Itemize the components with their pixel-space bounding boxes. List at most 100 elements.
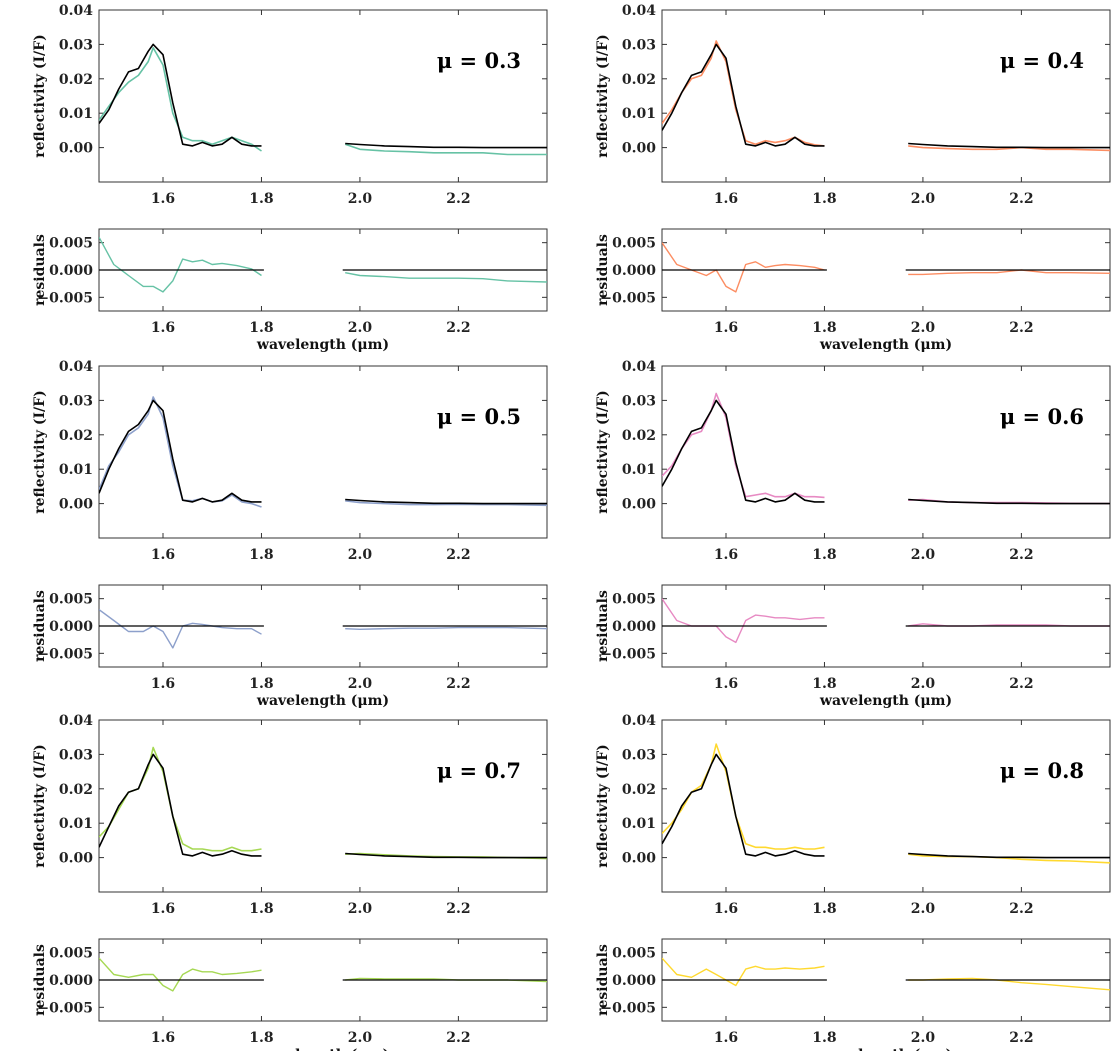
- top-y-tick-label: 0.00: [622, 497, 656, 513]
- top-axes-frame: [98, 9, 548, 183]
- top-y-tick-label: 0.02: [622, 428, 656, 444]
- reflectivity-axis-label: reflectivity (I/F): [32, 390, 48, 513]
- bottom-x-tick-label: 2.0: [911, 1030, 936, 1046]
- top-x-tick-label: 1.8: [249, 901, 273, 917]
- residuals-axis-label: residuals: [595, 590, 611, 662]
- residuals-axis-label: residuals: [32, 590, 48, 662]
- bottom-x-tick-label: 1.6: [714, 1030, 738, 1046]
- top-x-tick-label: 2.2: [1009, 547, 1033, 563]
- bottom-y-tick-label: 0.000: [49, 619, 93, 635]
- bottom-x-tick-label: 1.6: [151, 676, 175, 692]
- top-y-tick-label: 0.01: [622, 106, 656, 122]
- wavelength-axis-label: wavelength (μm): [819, 693, 952, 709]
- top-y-tick-label: 0.01: [59, 816, 93, 832]
- bottom-series-group: [99, 609, 547, 649]
- mu-annotation: μ = 0.4: [1000, 48, 1084, 73]
- residuals-line: [662, 957, 1110, 991]
- residuals-line: [99, 609, 547, 649]
- top-y-tick-label: 0.03: [622, 37, 656, 53]
- panel-3: 0.00 0.01 0.02 0.03 0.04 1.6 1.8 2.0 2.2 reflecti…: [32, 359, 548, 709]
- top-x-tick-label: 2.0: [911, 191, 936, 207]
- top-y-tick-label: 0.03: [59, 747, 93, 763]
- top-series-group: [99, 746, 547, 860]
- bottom-y-tick-label: 0.005: [49, 946, 93, 962]
- top-x-tick-label: 1.6: [714, 191, 738, 207]
- bottom-x-tick-label: 2.2: [446, 676, 470, 692]
- bottom-x-tick-label: 1.6: [151, 320, 175, 336]
- top-series-group: [662, 743, 1110, 864]
- top-x-tick-label: 2.0: [911, 547, 936, 563]
- top-x-tick-label: 2.2: [1009, 901, 1033, 917]
- bottom-x-tick-label: 2.2: [446, 1030, 470, 1046]
- top-x-tick-label: 1.8: [812, 191, 836, 207]
- mu-annotation: μ = 0.3: [437, 48, 521, 73]
- top-x-tick-label: 1.6: [151, 191, 175, 207]
- reflectivity-axis-label: reflectivity (I/F): [595, 34, 611, 157]
- wavelength-axis-label: wavelength (μm): [256, 337, 389, 353]
- bottom-x-tick-label: 2.0: [348, 676, 373, 692]
- top-axes-frame: [661, 719, 1111, 893]
- model-spectrum-line: [99, 399, 547, 505]
- bottom-y-tick-label: 0.000: [612, 973, 656, 989]
- bottom-y-tick-label: 0.000: [612, 619, 656, 635]
- bottom-x-tick-label: 1.6: [714, 320, 738, 336]
- bottom-y-tick-label: 0.005: [612, 946, 656, 962]
- top-y-tick-label: 0.00: [59, 497, 93, 513]
- top-x-tick-label: 1.6: [714, 547, 738, 563]
- top-x-tick-label: 1.6: [714, 901, 738, 917]
- top-y-tick-label: 0.04: [622, 3, 656, 19]
- bottom-x-tick-label: 2.0: [911, 320, 936, 336]
- reflectivity-axis-label: reflectivity (I/F): [32, 744, 48, 867]
- bottom-y-tick-label: −0.005: [37, 1000, 93, 1016]
- top-series-group: [662, 40, 1110, 152]
- bottom-x-tick-label: 1.6: [151, 1030, 175, 1046]
- reflectivity-axis-label: reflectivity (I/F): [595, 390, 611, 513]
- top-axes-frame: [661, 365, 1111, 539]
- top-y-tick-label: 0.00: [59, 851, 93, 867]
- bottom-y-tick-label: −0.005: [37, 290, 93, 306]
- bottom-series-group: [662, 957, 1110, 991]
- bottom-y-tick-label: 0.000: [49, 263, 93, 279]
- bottom-series-group: [99, 236, 547, 293]
- residuals-line: [99, 957, 547, 992]
- bottom-y-tick-label: −0.005: [600, 290, 656, 306]
- top-x-tick-label: 1.8: [812, 547, 836, 563]
- mu-annotation: μ = 0.7: [437, 758, 521, 783]
- top-series-group: [99, 396, 547, 508]
- top-y-tick-label: 0.03: [622, 747, 656, 763]
- bottom-x-tick-label: 1.8: [812, 676, 836, 692]
- bottom-x-tick-label: 2.2: [446, 320, 470, 336]
- top-y-tick-label: 0.03: [59, 393, 93, 409]
- bottom-y-tick-label: 0.005: [49, 236, 93, 252]
- bottom-y-tick-label: 0.000: [612, 263, 656, 279]
- top-y-tick-label: 0.02: [59, 428, 93, 444]
- top-x-tick-label: 2.0: [911, 901, 936, 917]
- top-y-tick-label: 0.01: [622, 462, 656, 478]
- wavelength-axis-label: wavelength (μm): [819, 1047, 952, 1051]
- top-y-tick-label: 0.04: [59, 713, 93, 729]
- top-x-tick-label: 1.8: [249, 191, 273, 207]
- top-y-tick-label: 0.02: [59, 782, 93, 798]
- top-series-group: [662, 392, 1110, 505]
- top-axes-frame: [661, 9, 1111, 183]
- residuals-line: [662, 598, 1110, 644]
- model-spectrum-line: [99, 753, 547, 859]
- wavelength-axis-label: wavelength (μm): [819, 337, 952, 353]
- residuals-axis-label: residuals: [595, 234, 611, 306]
- bottom-x-tick-label: 2.2: [1009, 676, 1033, 692]
- bottom-series-group: [99, 957, 547, 992]
- wavelength-axis-label: wavelength (μm): [256, 1047, 389, 1051]
- panel-4: 0.00 0.01 0.02 0.03 0.04 1.6 1.8 2.0 2.2 reflecti…: [595, 359, 1111, 709]
- bottom-x-tick-label: 2.0: [348, 1030, 373, 1046]
- residuals-axis-label: residuals: [32, 944, 48, 1016]
- bottom-x-tick-label: 2.2: [1009, 320, 1033, 336]
- bottom-y-tick-label: −0.005: [600, 646, 656, 662]
- top-x-tick-label: 2.2: [1009, 191, 1033, 207]
- bottom-series-group: [662, 598, 1110, 644]
- top-axes-frame: [98, 719, 548, 893]
- top-x-tick-label: 2.0: [348, 191, 373, 207]
- reflectivity-axis-label: reflectivity (I/F): [595, 744, 611, 867]
- top-x-tick-label: 1.8: [812, 901, 836, 917]
- top-y-tick-label: 0.01: [59, 106, 93, 122]
- bottom-x-tick-label: 2.2: [1009, 1030, 1033, 1046]
